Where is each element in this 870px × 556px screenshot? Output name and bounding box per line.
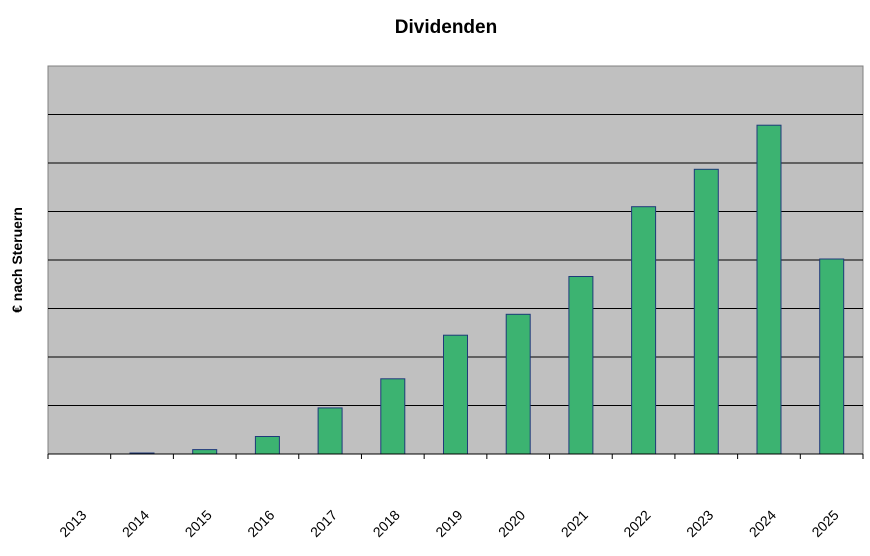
bar-2022 bbox=[631, 206, 657, 455]
x-tick-label-2015: 2015 bbox=[182, 507, 215, 540]
x-tick-label-2017: 2017 bbox=[307, 507, 340, 540]
x-tick-label-2014: 2014 bbox=[119, 507, 152, 540]
x-tick-label-2013: 2013 bbox=[56, 507, 89, 540]
x-tick-label-2021: 2021 bbox=[558, 507, 591, 540]
x-tick-label-2019: 2019 bbox=[432, 507, 465, 540]
bars bbox=[129, 124, 845, 455]
bar-2021 bbox=[568, 276, 594, 455]
bar-2017 bbox=[317, 407, 343, 455]
bar-2016 bbox=[254, 436, 280, 455]
bar-2024 bbox=[756, 124, 782, 455]
bar-2018 bbox=[380, 378, 406, 455]
bar-2015 bbox=[192, 449, 218, 455]
x-tick-label-2023: 2023 bbox=[683, 507, 716, 540]
y-axis-label: € nach Steruern bbox=[9, 207, 25, 313]
x-tick-label-2022: 2022 bbox=[620, 507, 653, 540]
bar-2020 bbox=[505, 313, 531, 455]
x-tick-label-2016: 2016 bbox=[244, 507, 277, 540]
x-tick-labels: 2013 2014 2015 2016 2017 2018 2019 2020 2021 2022… bbox=[56, 507, 842, 540]
x-tick-label-2024: 2024 bbox=[746, 507, 779, 540]
bar-2023 bbox=[693, 168, 719, 455]
gridlines bbox=[48, 114, 863, 406]
bar-2025 bbox=[819, 258, 845, 455]
x-axis bbox=[47, 453, 864, 459]
bar-2019 bbox=[443, 334, 468, 455]
x-tick-label-2018: 2018 bbox=[370, 507, 403, 540]
x-tick-label-2025: 2025 bbox=[808, 507, 841, 540]
x-tick-label-2020: 2020 bbox=[495, 507, 528, 540]
chart-title: Dividenden bbox=[395, 17, 497, 38]
